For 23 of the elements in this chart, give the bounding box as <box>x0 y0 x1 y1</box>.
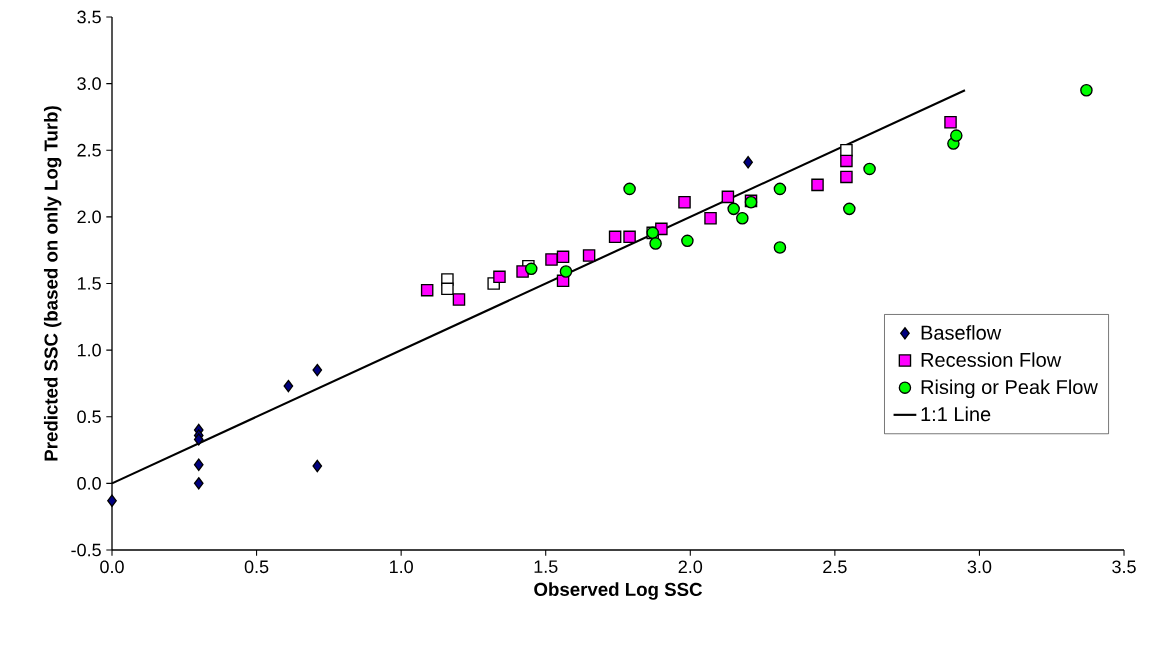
x-tick-label: 0.5 <box>244 560 269 574</box>
y-tick-label: 2.0 <box>77 210 101 224</box>
y-tick-label: 3.0 <box>77 77 101 90</box>
x-tick-label: 3.5 <box>1112 560 1136 574</box>
x-tick-label: 1.0 <box>390 560 413 574</box>
legend-label: Baseflow <box>921 325 1002 340</box>
y-tick-label: 2.5 <box>77 143 101 157</box>
x-tick-label: 3.0 <box>967 560 992 574</box>
x-tick-label: 2.0 <box>678 560 703 574</box>
y-tick-label: 0.0 <box>77 477 101 490</box>
x-tick-label: 1.5 <box>534 560 558 573</box>
y-axis-title: Predicted SSC (based on only Log Turb) <box>43 106 62 461</box>
y-tick-label: 1.0 <box>77 343 101 357</box>
legend-label: Rising or Peak Flow <box>921 379 1098 399</box>
legend-label: Recession Flow <box>921 352 1062 367</box>
x-axis-title: Observed Log SSC <box>534 582 703 600</box>
y-tick-label: 3.5 <box>77 10 101 24</box>
y-tick-label: -0.5 <box>71 543 101 557</box>
y-tick-label: 1.5 <box>77 277 101 290</box>
legend-label: 1:1 Line <box>921 406 991 422</box>
x-tick-label: 0.0 <box>100 560 124 574</box>
x-tick-label: 2.5 <box>823 560 847 574</box>
y-tick-label: 0.5 <box>77 410 101 424</box>
